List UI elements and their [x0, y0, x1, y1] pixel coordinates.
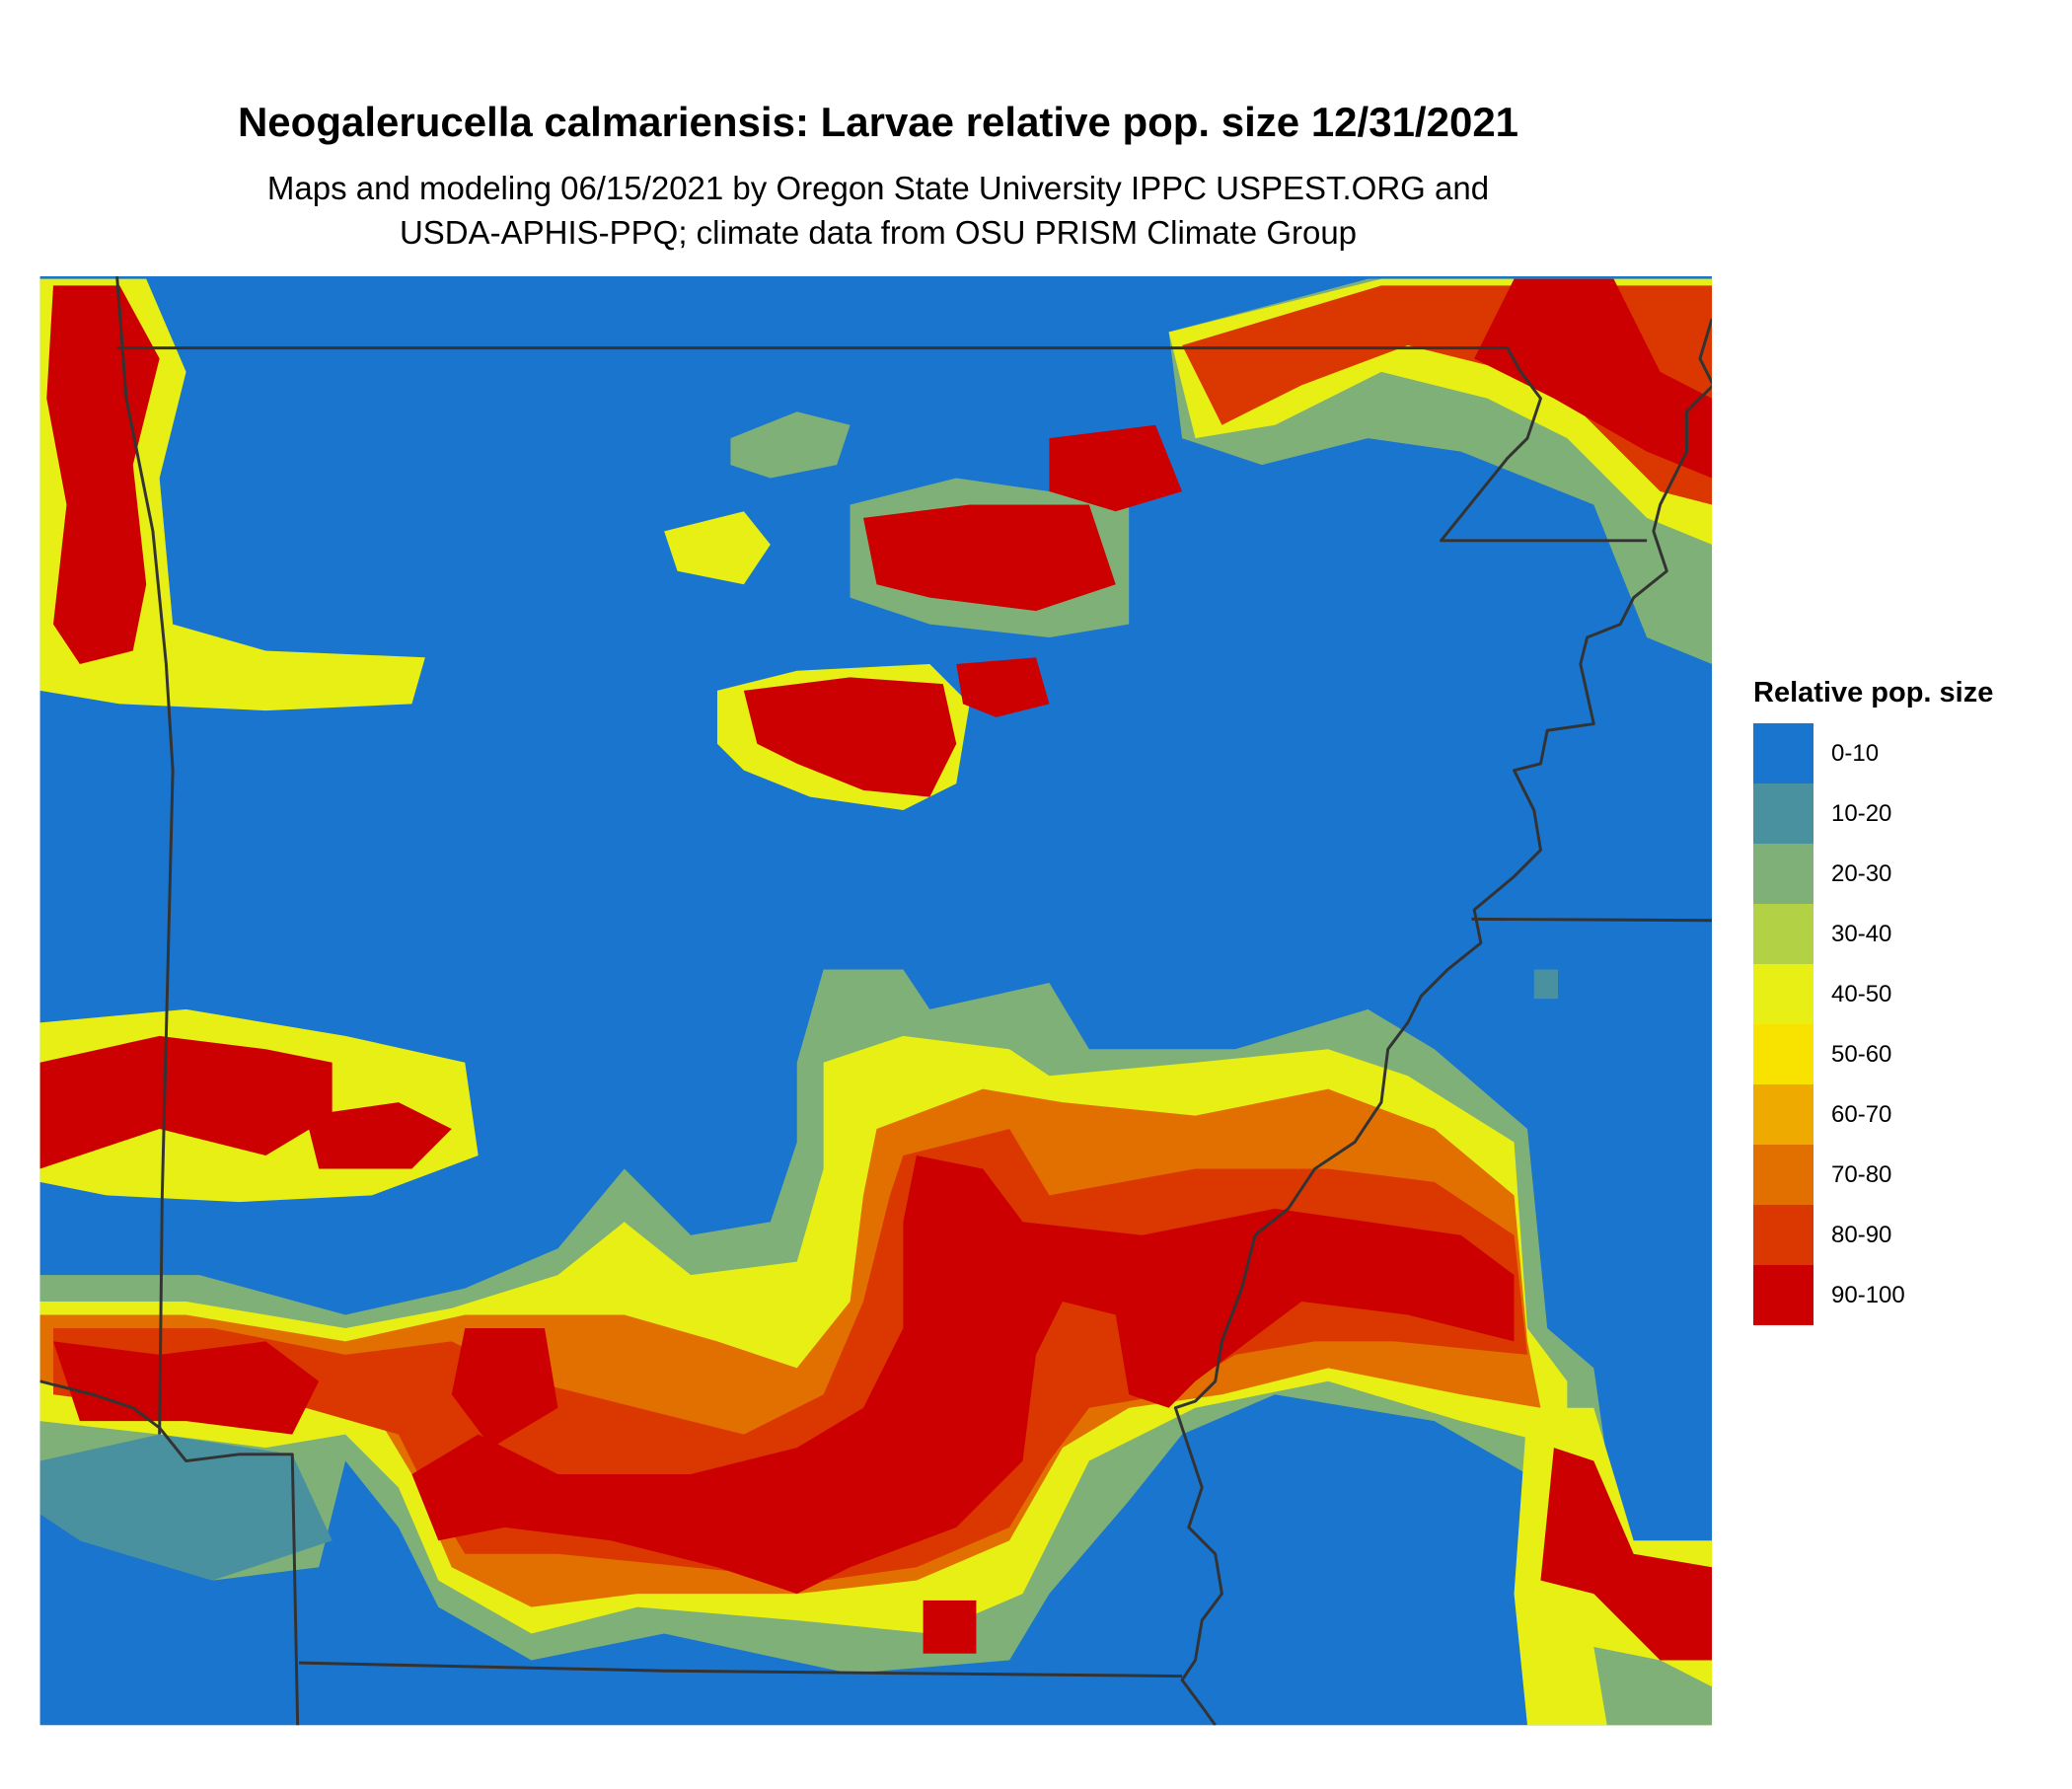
legend-item: 30-40 [1753, 904, 1993, 964]
legend-swatch [1753, 783, 1813, 844]
subtitle-line-2: USDA-APHIS-PPQ; climate data from OSU PR… [399, 214, 1358, 251]
region-10-20-south [39, 1434, 333, 1581]
legend-label: 20-30 [1831, 859, 1892, 887]
boundary-west [115, 275, 175, 1435]
legend-swatch [1753, 964, 1813, 1024]
legend-swatch [1753, 723, 1813, 783]
legend-swatch [1753, 1084, 1813, 1145]
boundary-southwest [39, 1379, 300, 1726]
region-90-100-central [863, 504, 1116, 612]
legend-swatch [1753, 1265, 1813, 1325]
legend-title: Relative pop. size [1753, 677, 1994, 708]
legend-label: 80-90 [1831, 1221, 1892, 1248]
region-90-100-small [923, 1600, 977, 1654]
boundary-south [298, 1661, 1183, 1678]
legend-item: 10-20 [1753, 783, 1993, 844]
region-90-100-west2 [305, 1102, 452, 1169]
legend-label: 50-60 [1831, 1040, 1892, 1068]
map-subtitle: Maps and modeling 06/15/2021 by Oregon S… [0, 166, 1756, 255]
region-40-50-npatch [664, 511, 771, 585]
region-90-100-midpatch2 [956, 657, 1050, 717]
legend-item: 40-50 [1753, 964, 1993, 1024]
legend-swatch [1753, 1205, 1813, 1265]
legend-label: 40-50 [1831, 980, 1892, 1007]
legend-item: 60-70 [1753, 1084, 1993, 1145]
region-90-100-northwest [46, 285, 160, 664]
legend-item: 50-60 [1753, 1024, 1993, 1084]
legend-item: 70-80 [1753, 1145, 1993, 1205]
region-90-100-southeast [1540, 1448, 1713, 1661]
subtitle-line-1: Maps and modeling 06/15/2021 by Oregon S… [266, 170, 1490, 206]
region-20-30-green-n [730, 411, 851, 479]
legend-item: 90-100 [1753, 1265, 1993, 1325]
boundary-river [1173, 318, 1713, 1726]
legend-label: 60-70 [1831, 1100, 1892, 1128]
legend-swatch [1753, 844, 1813, 904]
region-90-100-southwest [52, 1341, 320, 1435]
boundary-north [116, 346, 1648, 543]
legend-label: 10-20 [1831, 799, 1892, 827]
legend-item: 20-30 [1753, 844, 1993, 904]
region-90-100-west [39, 1035, 333, 1169]
legend-label: 30-40 [1831, 920, 1892, 947]
state-boundaries [39, 275, 1713, 1726]
legend-label: 0-10 [1831, 739, 1880, 767]
legend-swatch [1753, 904, 1813, 964]
legend-swatch [1753, 1145, 1813, 1205]
legend-label: 70-80 [1831, 1160, 1892, 1188]
legend-label: 90-100 [1831, 1281, 1905, 1308]
region-90-100-south [411, 1155, 1515, 1595]
legend: Relative pop. size 0-10 10-20 20-30 30-40 40… [1753, 677, 1993, 1325]
legend-item: 80-90 [1753, 1205, 1993, 1265]
legend-item: 0-10 [1753, 723, 1993, 783]
boundary-east [1471, 917, 1713, 923]
region-90-100-northcentral [1049, 424, 1183, 512]
legend-swatch [1753, 1024, 1813, 1084]
map-title: Neogalerucella calmariensis: Larvae rela… [237, 99, 1519, 145]
region-20-30-southeast [1593, 1646, 1713, 1726]
region-90-100-midpatch [743, 677, 957, 797]
region-90-100-swcentral [451, 1327, 558, 1449]
region-90-100-northeast [1474, 278, 1713, 479]
region-10-20-small [1533, 969, 1558, 1000]
